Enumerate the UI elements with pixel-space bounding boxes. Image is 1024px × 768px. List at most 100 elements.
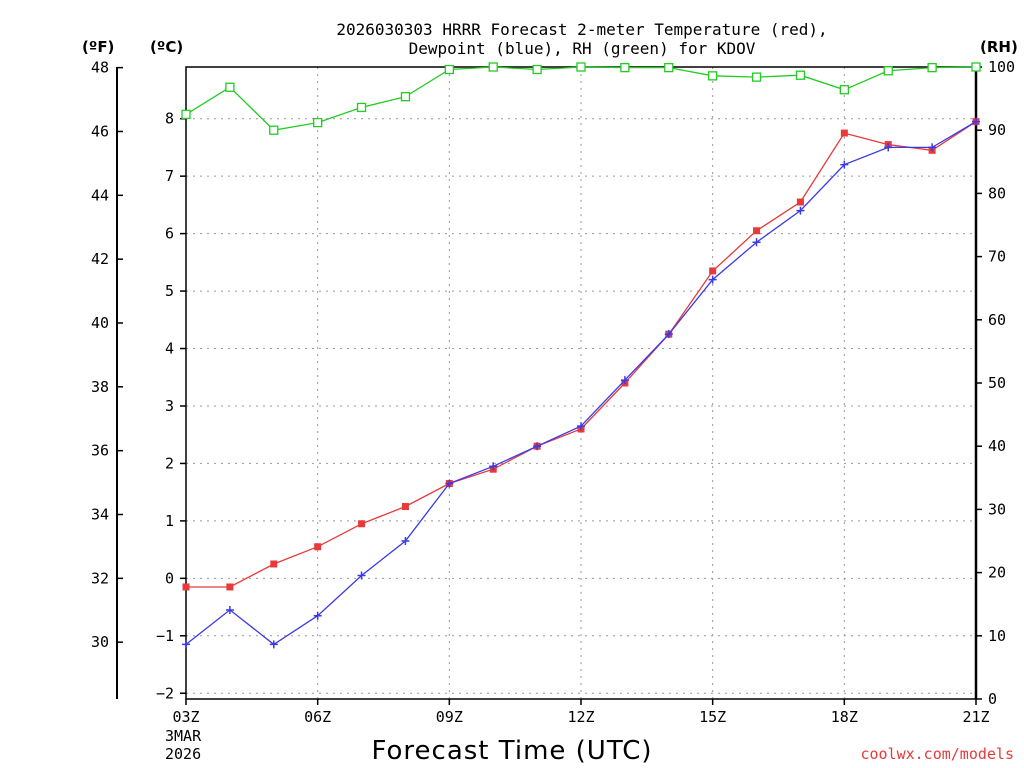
data-point bbox=[400, 92, 411, 102]
data-point bbox=[927, 62, 937, 73]
data-point bbox=[445, 479, 454, 488]
fahrenheit-tick-label: 34 bbox=[91, 506, 109, 524]
data-point bbox=[356, 102, 367, 113]
celsius-tick-label: 4 bbox=[165, 340, 174, 358]
x-tick-label: 12Z bbox=[567, 708, 594, 726]
rh-tick-label: 60 bbox=[988, 311, 1006, 329]
data-point bbox=[708, 275, 717, 284]
celsius-tick-label: 8 bbox=[165, 110, 174, 128]
x-tick-label: 18Z bbox=[831, 708, 858, 726]
data-point bbox=[753, 227, 761, 235]
rh-tick-label: 30 bbox=[988, 500, 1006, 518]
data-point bbox=[269, 125, 279, 135]
chart-title-line2: Dewpoint (blue), RH (green) for KDOV bbox=[409, 39, 756, 58]
x-tick-label: 21Z bbox=[962, 708, 989, 726]
data-point bbox=[226, 583, 234, 591]
data-point bbox=[620, 62, 630, 73]
rh-tick-label: 90 bbox=[988, 121, 1006, 139]
data-point bbox=[532, 64, 542, 75]
data-point bbox=[796, 198, 804, 206]
fahrenheit-tick-label: 42 bbox=[91, 250, 109, 268]
rh-tick-label: 70 bbox=[988, 248, 1006, 266]
series-rh bbox=[181, 62, 981, 135]
credit-label: coolwx.com/models bbox=[860, 745, 1014, 763]
x-axis-label: Forecast Time (UTC) bbox=[371, 736, 652, 766]
rh-tick-label: 20 bbox=[988, 564, 1006, 582]
fahrenheit-tick-label: 32 bbox=[91, 569, 109, 587]
celsius-tick-label: 0 bbox=[165, 569, 174, 587]
celsius-tick-label: −2 bbox=[156, 684, 174, 702]
data-point bbox=[401, 503, 409, 511]
fahrenheit-tick-label: 40 bbox=[91, 314, 109, 332]
data-point bbox=[971, 62, 981, 72]
data-point bbox=[488, 62, 498, 72]
data-point bbox=[489, 462, 498, 471]
celsius-tick-label: −1 bbox=[156, 627, 174, 645]
data-point bbox=[752, 238, 761, 247]
fahrenheit-tick-label: 30 bbox=[91, 633, 109, 651]
data-point bbox=[884, 143, 893, 152]
data-point bbox=[796, 206, 805, 215]
data-point bbox=[357, 571, 366, 580]
chart-title-line1: 2026030303 HRRR Forecast 2-meter Tempera… bbox=[336, 20, 827, 39]
date-label-year: 2026 bbox=[165, 745, 201, 763]
data-point bbox=[840, 160, 849, 169]
data-point bbox=[182, 640, 190, 649]
celsius-tick-label: 1 bbox=[165, 512, 174, 530]
data-point bbox=[225, 82, 235, 92]
rh-tick-label: 0 bbox=[988, 690, 997, 708]
fahrenheit-tick-label: 36 bbox=[91, 442, 109, 460]
data-point bbox=[664, 62, 674, 73]
data-point bbox=[751, 72, 762, 82]
rh-tick-label: 40 bbox=[988, 437, 1006, 455]
grid-lines bbox=[185, 67, 977, 699]
x-tick-label: 09Z bbox=[436, 708, 463, 726]
data-point bbox=[444, 64, 454, 75]
celsius-tick-label: 5 bbox=[165, 282, 174, 300]
celsius-tick-label: 7 bbox=[165, 167, 174, 185]
data-point bbox=[839, 85, 849, 95]
rh-tick-label: 50 bbox=[988, 374, 1006, 392]
data-point bbox=[314, 543, 322, 551]
celsius-tick-label: 6 bbox=[165, 225, 174, 243]
fahrenheit-tick-label: 48 bbox=[91, 59, 109, 77]
fahrenheit-tick-label: 38 bbox=[91, 378, 109, 396]
fahrenheit-axis-unit: (ºF) bbox=[82, 38, 114, 56]
fahrenheit-tick-label: 46 bbox=[91, 122, 109, 140]
x-tick-label: 03Z bbox=[172, 708, 199, 726]
x-tick-label: 06Z bbox=[304, 708, 331, 726]
data-point bbox=[795, 70, 806, 80]
celsius-axis-unit: (ºC) bbox=[150, 38, 183, 56]
rh-tick-label: 80 bbox=[988, 184, 1006, 202]
data-point bbox=[533, 442, 542, 451]
fahrenheit-tick-label: 44 bbox=[91, 186, 109, 204]
data-point bbox=[181, 109, 191, 120]
celsius-tick-label: 2 bbox=[165, 454, 174, 472]
data-point bbox=[269, 640, 278, 649]
data-point bbox=[358, 520, 366, 528]
data-point bbox=[577, 422, 585, 431]
date-label-day: 3MAR bbox=[165, 727, 202, 745]
tick-labels: −2−1012345678303234363840424446480102030… bbox=[91, 58, 1015, 726]
rh-tick-label: 100 bbox=[988, 58, 1015, 76]
data-point bbox=[270, 560, 278, 568]
data-point bbox=[709, 267, 717, 275]
rh-axis-unit: (RH) bbox=[980, 38, 1018, 56]
x-tick-label: 15Z bbox=[699, 708, 726, 726]
data-point bbox=[182, 583, 190, 591]
axes bbox=[116, 66, 982, 705]
celsius-tick-label: 3 bbox=[165, 397, 174, 415]
data-point bbox=[313, 611, 322, 620]
data-point bbox=[708, 71, 718, 81]
data-point bbox=[313, 117, 323, 128]
data-point bbox=[840, 129, 848, 137]
series-layer bbox=[181, 62, 981, 649]
data-point bbox=[620, 376, 629, 385]
data-point bbox=[928, 143, 937, 152]
data-point bbox=[972, 117, 980, 126]
data-point bbox=[883, 66, 893, 76]
data-point bbox=[401, 537, 410, 545]
data-point bbox=[576, 62, 586, 72]
series-line-rh bbox=[185, 66, 977, 131]
